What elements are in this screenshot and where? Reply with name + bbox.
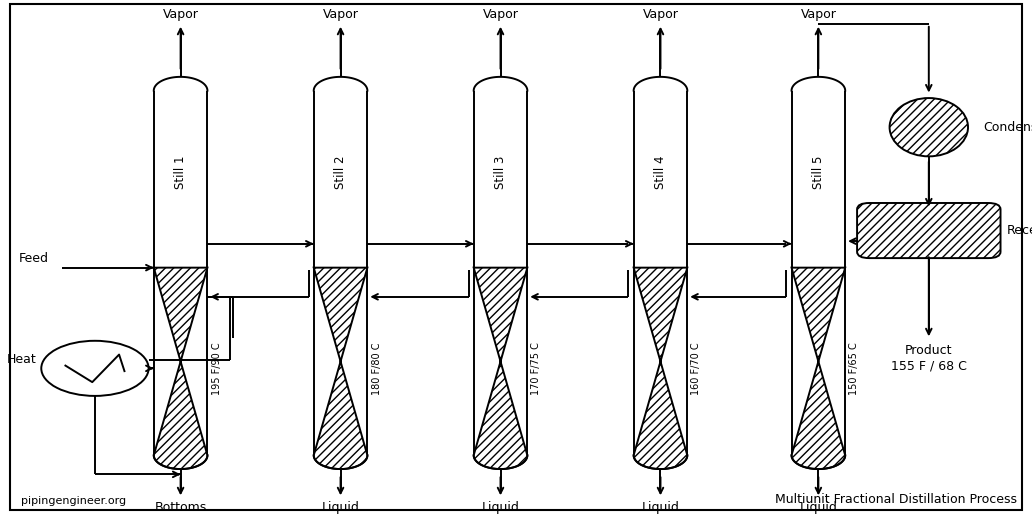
Text: 195 F/90 C: 195 F/90 C xyxy=(212,342,222,395)
FancyBboxPatch shape xyxy=(857,203,1001,258)
Text: Still 4: Still 4 xyxy=(654,155,667,189)
Text: Liquid: Liquid xyxy=(800,501,837,514)
Text: Vapor: Vapor xyxy=(643,8,678,21)
Text: Vapor: Vapor xyxy=(323,8,358,21)
Polygon shape xyxy=(154,91,207,455)
Polygon shape xyxy=(314,91,367,455)
Text: Vapor: Vapor xyxy=(483,8,518,21)
Polygon shape xyxy=(314,77,367,91)
Polygon shape xyxy=(314,455,367,469)
Text: Still 5: Still 5 xyxy=(812,156,825,189)
Polygon shape xyxy=(792,268,845,469)
Polygon shape xyxy=(634,268,687,469)
Polygon shape xyxy=(634,455,687,469)
Polygon shape xyxy=(474,268,527,469)
Polygon shape xyxy=(792,91,845,455)
Text: Still 3: Still 3 xyxy=(494,156,507,189)
Text: pipingengineer.org: pipingengineer.org xyxy=(21,496,126,506)
Polygon shape xyxy=(474,455,527,469)
Polygon shape xyxy=(154,77,207,91)
Text: Heat: Heat xyxy=(6,352,36,366)
Text: Liquid: Liquid xyxy=(642,501,679,514)
Text: Receiver: Receiver xyxy=(1007,224,1032,237)
Text: 180 F/80 C: 180 F/80 C xyxy=(372,342,382,395)
Text: Liquid: Liquid xyxy=(482,501,519,514)
Text: Still 1: Still 1 xyxy=(174,155,187,189)
Text: 150 F/65 C: 150 F/65 C xyxy=(849,342,860,395)
Polygon shape xyxy=(154,268,207,469)
Text: 170 F/75 C: 170 F/75 C xyxy=(531,342,542,395)
Polygon shape xyxy=(314,268,367,469)
Text: 160 F/70 C: 160 F/70 C xyxy=(691,342,702,395)
Text: Product
155 F / 68 C: Product 155 F / 68 C xyxy=(891,344,967,373)
Circle shape xyxy=(41,341,149,396)
Polygon shape xyxy=(154,455,207,469)
Text: Multiunit Fractional Distillation Process: Multiunit Fractional Distillation Proces… xyxy=(775,492,1017,506)
Polygon shape xyxy=(792,77,845,91)
Ellipse shape xyxy=(890,98,968,156)
Text: Condenser: Condenser xyxy=(983,121,1032,134)
Polygon shape xyxy=(634,77,687,91)
Text: Bottoms: Bottoms xyxy=(155,501,206,514)
Polygon shape xyxy=(474,91,527,455)
Polygon shape xyxy=(634,91,687,455)
Polygon shape xyxy=(474,77,527,91)
Text: Liquid: Liquid xyxy=(322,501,359,514)
Text: Vapor: Vapor xyxy=(801,8,836,21)
Polygon shape xyxy=(792,455,845,469)
Text: Still 2: Still 2 xyxy=(334,155,347,189)
Text: Vapor: Vapor xyxy=(163,8,198,21)
Text: Feed: Feed xyxy=(19,252,49,265)
